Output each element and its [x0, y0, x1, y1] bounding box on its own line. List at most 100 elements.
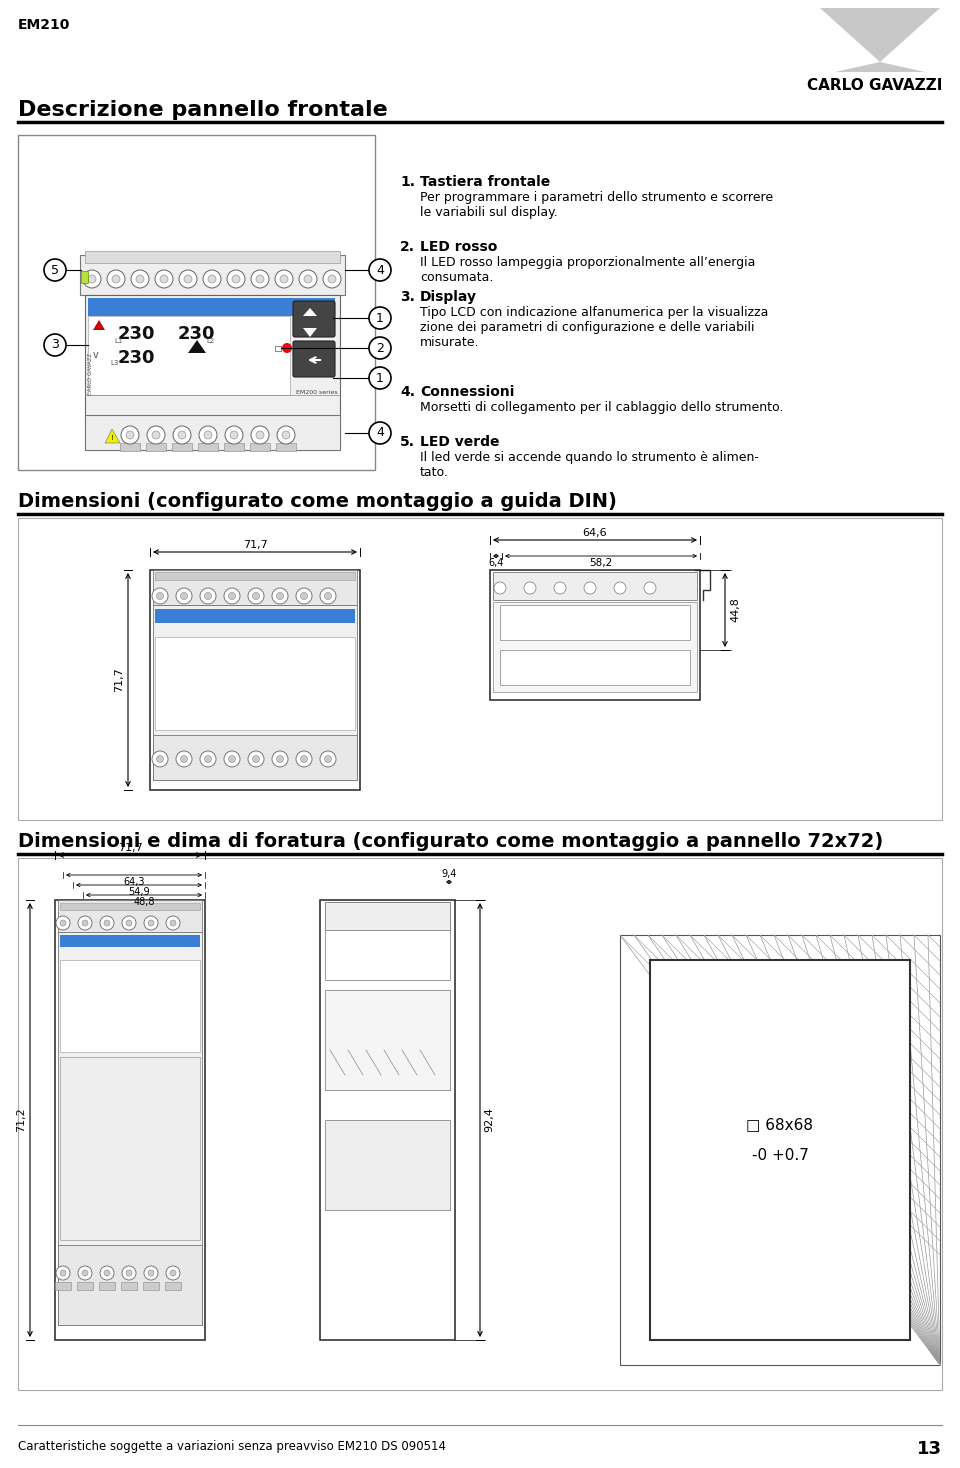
Text: 5: 5: [51, 263, 59, 276]
Circle shape: [184, 275, 192, 283]
Circle shape: [251, 270, 269, 288]
Circle shape: [272, 752, 288, 766]
Text: EM210: EM210: [18, 18, 70, 32]
Circle shape: [208, 275, 216, 283]
Text: 92,4: 92,4: [484, 1107, 494, 1132]
Text: Tastiera frontale: Tastiera frontale: [420, 175, 550, 189]
Circle shape: [170, 1270, 176, 1276]
Polygon shape: [93, 320, 105, 330]
Circle shape: [155, 270, 173, 288]
Circle shape: [204, 756, 211, 762]
Circle shape: [644, 581, 656, 595]
Circle shape: [126, 920, 132, 926]
Text: Connessioni: Connessioni: [420, 385, 515, 399]
Circle shape: [156, 593, 163, 599]
Circle shape: [131, 270, 149, 288]
Bar: [153, 605, 357, 780]
Text: 1: 1: [376, 311, 384, 324]
Circle shape: [230, 432, 238, 439]
Text: 58,2: 58,2: [589, 558, 612, 568]
Circle shape: [324, 756, 331, 762]
Circle shape: [179, 270, 197, 288]
Circle shape: [272, 589, 288, 603]
FancyBboxPatch shape: [293, 341, 335, 377]
Bar: [493, 602, 697, 691]
Circle shape: [176, 589, 192, 603]
Bar: [172, 443, 192, 451]
Circle shape: [369, 258, 391, 280]
Circle shape: [144, 1265, 158, 1280]
Bar: [276, 443, 296, 451]
Circle shape: [228, 593, 235, 599]
Bar: [325, 931, 450, 981]
Text: 71,2: 71,2: [16, 1108, 26, 1132]
Circle shape: [199, 426, 217, 443]
Text: 5.: 5.: [400, 435, 415, 449]
Circle shape: [112, 275, 120, 283]
Bar: [150, 570, 360, 790]
Circle shape: [78, 1265, 92, 1280]
Text: 2: 2: [376, 342, 384, 354]
Bar: [55, 900, 205, 1340]
Text: Descrizione pannello frontale: Descrizione pannello frontale: [18, 100, 388, 120]
Bar: [500, 650, 690, 686]
Text: 71,7: 71,7: [243, 540, 268, 550]
Polygon shape: [105, 429, 120, 443]
Circle shape: [494, 581, 506, 595]
Text: 230: 230: [118, 349, 156, 367]
Bar: [77, 1282, 93, 1290]
Circle shape: [122, 916, 136, 931]
Circle shape: [276, 593, 283, 599]
Bar: [18, 857, 942, 1390]
Circle shape: [166, 916, 180, 931]
Circle shape: [173, 426, 191, 443]
Text: 4.: 4.: [400, 385, 415, 399]
Bar: [493, 573, 697, 600]
Bar: [320, 900, 455, 1340]
Circle shape: [126, 1270, 132, 1276]
Bar: [81, 272, 88, 283]
Circle shape: [104, 920, 110, 926]
Circle shape: [524, 581, 536, 595]
Text: □ 68x68: □ 68x68: [747, 1117, 813, 1132]
Circle shape: [227, 270, 245, 288]
Text: misurate.: misurate.: [420, 336, 479, 349]
Bar: [153, 570, 357, 605]
Text: 54,9: 54,9: [129, 887, 150, 897]
Circle shape: [225, 426, 243, 443]
Polygon shape: [820, 7, 940, 62]
Text: L3: L3: [110, 360, 118, 366]
Text: !: !: [110, 435, 113, 440]
Circle shape: [100, 916, 114, 931]
Circle shape: [280, 275, 288, 283]
Circle shape: [300, 756, 307, 762]
Bar: [85, 295, 340, 451]
Circle shape: [228, 756, 235, 762]
Text: 1.: 1.: [400, 175, 415, 189]
Bar: [155, 637, 355, 730]
Circle shape: [82, 1270, 88, 1276]
Circle shape: [166, 1265, 180, 1280]
Circle shape: [320, 752, 336, 766]
Bar: [198, 443, 218, 451]
Circle shape: [136, 275, 144, 283]
Bar: [80, 255, 345, 295]
Circle shape: [304, 275, 312, 283]
Bar: [325, 901, 450, 931]
Circle shape: [324, 593, 331, 599]
Bar: [155, 609, 355, 622]
Bar: [620, 935, 940, 1365]
Circle shape: [60, 1270, 66, 1276]
Text: 4: 4: [376, 427, 384, 439]
Text: consumata.: consumata.: [420, 272, 493, 283]
Text: Morsetti di collegamento per il cablaggio dello strumento.: Morsetti di collegamento per il cablaggi…: [420, 401, 783, 414]
Bar: [18, 518, 942, 821]
Text: 3.: 3.: [400, 291, 415, 304]
Text: 64,6: 64,6: [583, 528, 608, 537]
Circle shape: [178, 432, 186, 439]
Bar: [120, 443, 140, 451]
Circle shape: [369, 421, 391, 443]
Text: EM200 series: EM200 series: [297, 390, 338, 395]
Bar: [60, 1057, 200, 1240]
Polygon shape: [303, 327, 317, 338]
